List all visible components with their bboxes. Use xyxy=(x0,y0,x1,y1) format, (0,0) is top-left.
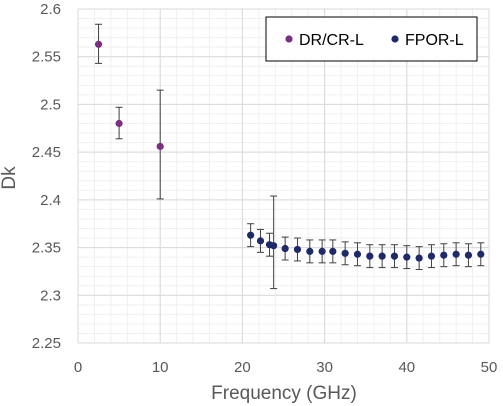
data-point xyxy=(440,251,448,259)
legend-label-fpor-l: FPOR-L xyxy=(405,32,464,49)
x-tick-label: 10 xyxy=(152,359,169,376)
y-tick-label: 2.55 xyxy=(32,49,61,66)
y-tick-label: 2.4 xyxy=(40,192,61,209)
data-point xyxy=(329,247,337,255)
data-point xyxy=(427,252,436,260)
data-point xyxy=(306,247,314,255)
data-point xyxy=(477,250,485,258)
data-point xyxy=(452,250,460,258)
data-point xyxy=(353,250,362,258)
legend: DR/CR-L FPOR-L xyxy=(265,16,478,62)
data-point xyxy=(403,253,411,261)
data-point xyxy=(341,249,349,257)
data-point xyxy=(281,244,289,253)
x-tick-label: 20 xyxy=(234,359,251,376)
y-tick-label: 2.45 xyxy=(32,144,61,161)
legend-box xyxy=(265,16,478,62)
y-tick-label: 2.35 xyxy=(32,240,61,257)
data-point xyxy=(390,252,399,260)
y-tick-label: 2.3 xyxy=(40,287,61,304)
tick-labels: 2.25 2.3 2.35 2.4 2.45 2.5 2.55 2.6 0 10 20 30 40 50 xyxy=(32,1,498,376)
data-point xyxy=(293,245,302,254)
legend-label-dr-cr-l: DR/CR-L xyxy=(299,32,364,49)
y-tick-label: 2.25 xyxy=(32,335,61,352)
y-axis-title: Dk xyxy=(0,166,20,190)
y-tick-label: 2.5 xyxy=(40,96,61,113)
x-axis-title: Frequency (GHz) xyxy=(211,383,357,404)
data-point xyxy=(115,119,123,128)
data-point xyxy=(366,252,374,260)
data-point xyxy=(247,231,255,239)
data-series xyxy=(94,23,485,290)
x-tick-label: 30 xyxy=(316,359,333,376)
x-tick-label: 50 xyxy=(481,359,498,376)
y-tick-label: 2.6 xyxy=(40,1,61,18)
legend-marker-fpor-l xyxy=(391,35,399,43)
data-point xyxy=(415,254,423,262)
series-dr-cr-l xyxy=(94,23,164,200)
data-point xyxy=(270,242,278,250)
x-tick-label: 40 xyxy=(398,359,415,376)
series-fpor-l xyxy=(247,195,485,290)
data-point xyxy=(94,40,103,48)
data-point xyxy=(256,237,265,245)
data-point xyxy=(318,247,326,255)
legend-marker-dr-cr-l xyxy=(285,35,293,43)
x-tick-label: 0 xyxy=(74,359,82,376)
data-point xyxy=(378,252,386,260)
data-point xyxy=(156,142,164,151)
data-point xyxy=(464,251,473,259)
